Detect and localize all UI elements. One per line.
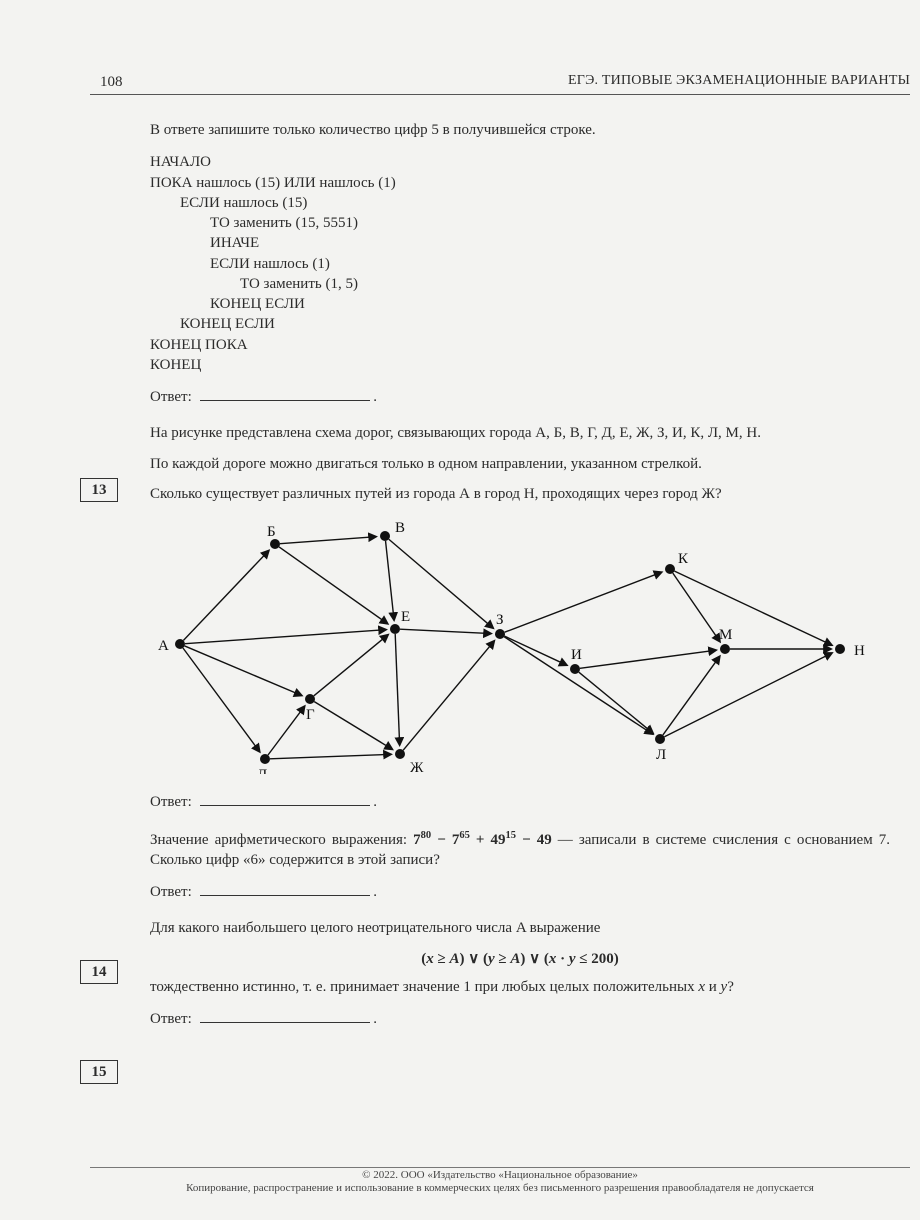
graph-edge [505,636,567,665]
q12-tail: В ответе запишите только количество цифр… [150,120,890,407]
graph-node [305,694,315,704]
q12-answer-row: Ответ: . [150,385,890,407]
graph-edge [664,653,831,737]
graph-edge [505,572,662,632]
q14-text: Значение арифметического выражения: 780 … [150,829,890,871]
graph-edge [579,672,653,733]
graph-node [395,749,405,759]
graph-node-label: Е [401,609,410,625]
q15-answer-row: Ответ: . [150,1007,890,1029]
footer: © 2022. ООО «Издательство «Национальное … [90,1169,910,1197]
q13-graph: А Б В Г Д Е Ж З И К Л М Н [120,514,880,774]
answer-blank[interactable] [200,1007,370,1023]
footer-line2: Копирование, распространение и использов… [90,1182,910,1196]
graph-edge [675,571,832,645]
page: 108 ЕГЭ. ТИПОВЫЕ ЭКЗАМЕНАЦИОННЫЕ ВАРИАНТ… [0,0,920,1220]
q13-graph-container: А Б В Г Д Е Ж З И К Л М Н [120,514,890,780]
q15-text1: Для какого наибольшего целого неотрицате… [150,918,890,938]
answer-label: Ответ: [150,884,192,900]
q15-block: Для какого наибольшего целого неотрицате… [150,918,890,1029]
graph-edge [279,547,388,624]
graph-node [260,754,270,764]
answer-label: Ответ: [150,794,192,810]
graph-node-label: М [719,627,732,643]
graph-edge [314,702,392,750]
q14-number-box: 14 [80,960,118,984]
answer-label: Ответ: [150,1011,192,1027]
graph-edge [400,629,491,633]
q13-number-box: 13 [80,478,118,502]
graph-node-label: Н [854,643,865,659]
graph-node-label: Л [656,747,666,763]
q15-number: 15 [92,1064,107,1080]
graph-node [570,664,580,674]
graph-node [390,624,400,634]
graph-node-label: З [496,612,504,628]
graph-node [380,531,390,541]
graph-node [175,639,185,649]
graph-node [655,734,665,744]
footer-line1: © 2022. ООО «Издательство «Национальное … [90,1169,910,1183]
graph-node-label: Б [267,524,276,540]
q15-text2: тождественно истинно, т. е. принимает зн… [150,977,890,997]
graph-node [665,564,675,574]
graph-edge [185,646,302,696]
graph-node-label: А [158,638,169,654]
graph-edge [268,706,305,755]
graph-node-label: Ж [410,760,424,774]
graph-edge [314,635,388,696]
q14-block: Значение арифметического выражения: 780 … [150,829,890,903]
q15-formula: (x ≥ A) ∨ (y ≥ A) ∨ (x · y ≤ 200) [150,949,890,969]
graph-node-label: Д [257,767,267,774]
header-rule [90,94,910,95]
answer-blank[interactable] [200,790,370,806]
q13-block: На рисунке представлена схема дорог, свя… [150,423,890,812]
answer-blank[interactable] [200,385,370,401]
q13-number: 13 [92,482,107,498]
q15-number-box: 15 [80,1060,118,1084]
q14-number: 14 [92,964,107,980]
graph-node-label: И [571,647,582,663]
page-number: 108 [100,72,123,92]
graph-edge [395,634,399,745]
graph-edge [183,551,268,641]
graph-node [270,539,280,549]
content: В ответе запишите только количество цифр… [150,120,890,1029]
graph-node-label: К [678,551,689,567]
graph-edge [280,537,376,544]
graph-node-label: Г [306,707,315,723]
q13-answer-row: Ответ: . [150,790,890,812]
graph-edge [183,648,260,752]
graph-edge [386,541,395,620]
graph-node [720,644,730,654]
graph-node [495,629,505,639]
graph-node-label: В [395,520,405,536]
graph-node [835,644,845,654]
graph-edge [673,573,720,641]
header-title: ЕГЭ. ТИПОВЫЕ ЭКЗАМЕНАЦИОННЫЕ ВАРИАНТЫ [568,72,910,91]
q13-text3: Сколько существует различных путей из го… [150,484,890,504]
graph-edge [580,650,716,668]
q14-answer-row: Ответ: . [150,880,890,902]
q13-text1: На рисунке представлена схема дорог, свя… [150,423,890,443]
q12-instruction: В ответе запишите только количество цифр… [150,120,890,140]
q13-text2: По каждой дороге можно двигаться только … [150,454,890,474]
graph-edge [185,630,386,644]
q12-code: НАЧАЛО ПОКА нашлось (15) ИЛИ нашлось (1)… [150,152,890,375]
answer-blank[interactable] [200,880,370,896]
graph-edge [403,641,494,750]
answer-label: Ответ: [150,389,192,405]
graph-edge [270,754,391,758]
